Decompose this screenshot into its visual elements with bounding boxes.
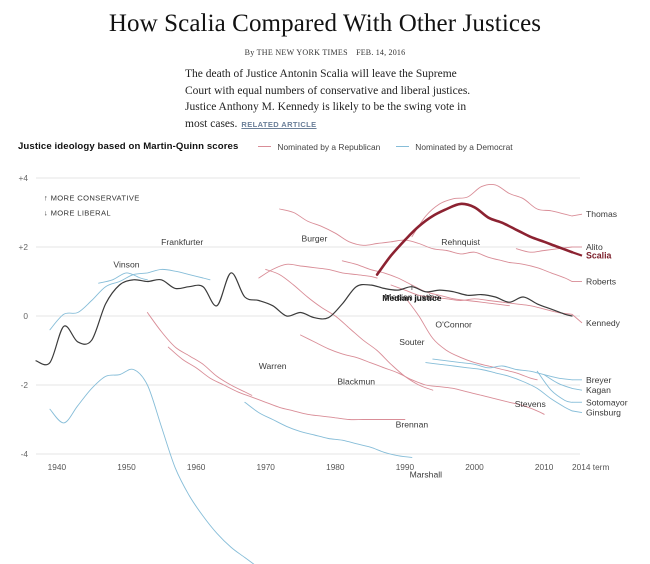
legend-swatch-republican <box>258 145 272 148</box>
series-line-warren <box>146 312 253 396</box>
series-line-kagan <box>543 374 573 389</box>
y-axis-tick-label: +2 <box>19 242 29 252</box>
page-title: How Scalia Compared With Other Justices <box>108 10 542 37</box>
series-label-kennedy: Kennedy <box>586 318 621 328</box>
series-label-scalia: Scalia <box>586 251 612 261</box>
byline-date: FEB. 14, 2016 <box>356 48 406 57</box>
chart-title: Justice ideology based on Martin-Quinn s… <box>18 141 239 152</box>
legend-item-republican: Nominated by a Republican <box>258 142 380 152</box>
series-line-brennan <box>167 346 406 421</box>
more-liberal-note: ↓ MORE LIBERAL <box>44 208 111 217</box>
deck-text: The death of Justice Antonin Scalia will… <box>185 68 471 130</box>
series-line-ginsburg <box>425 362 573 412</box>
x-axis-tick-label: 1980 <box>326 462 345 472</box>
series-line-sotomayor <box>536 370 573 403</box>
byline-author: THE NEW YORK TIMES <box>256 48 348 57</box>
series-label-roberts: Roberts <box>586 277 616 287</box>
y-axis-tick-label: -2 <box>21 380 29 390</box>
series-label-warren: Warren <box>259 361 287 371</box>
series-line-breyer <box>432 358 573 381</box>
x-axis-tick-label: 2000 <box>465 462 484 472</box>
series-line-thomas <box>411 183 573 238</box>
byline-prefix: By <box>244 48 255 57</box>
series-label-souter: Souter <box>399 337 424 347</box>
x-axis-tick-label: 1960 <box>187 462 206 472</box>
x-axis-tick-label: 1970 <box>256 462 275 472</box>
series-label-alito: Alito <box>586 242 603 252</box>
series-label-frankfurter: Frankfurter <box>161 237 203 247</box>
series-label-breyer: Breyer <box>586 375 611 385</box>
legend-item-democrat: Nominated by a Democrat <box>396 141 513 152</box>
y-axis-tick-label: 0 <box>23 311 28 321</box>
more-conservative-note: ↑ MORE CONSERVATIVE <box>44 193 140 202</box>
series-line-kennedy <box>390 284 573 315</box>
series-line-rehnquist <box>279 208 510 263</box>
series-line-medianjustice <box>35 272 573 366</box>
y-axis-tick-label: +4 <box>19 173 29 183</box>
label-leader-kagan <box>571 388 583 391</box>
series-label-o'connor: O'Connor <box>435 320 472 330</box>
series-label-vinson: Vinson <box>113 259 139 269</box>
series-line-burger <box>258 263 378 279</box>
legend-label-democrat: Nominated by a Democrat <box>415 141 513 152</box>
series-line-marshall <box>244 401 413 458</box>
series-line-douglas <box>49 368 255 564</box>
chart-legend: Nominated by a Republican Nominated by a… <box>258 142 528 152</box>
series-label-thomas: Thomas <box>586 209 617 219</box>
x-axis-tick-label: 1940 <box>48 462 67 472</box>
median-justice-label: Median justice <box>382 293 441 303</box>
x-axis-tick-label: 2014 term <box>572 462 609 472</box>
series-label-stevens: Stevens <box>515 399 546 409</box>
series-label-ginsburg: Ginsburg <box>586 408 621 418</box>
ideology-chart: +4 +2 0 -2 -4 1940 1950 1960 1970 1980 1990 2000 201… <box>0 160 650 564</box>
label-leader-scalia <box>571 251 583 257</box>
x-axis-tick-label: 1990 <box>396 462 415 472</box>
series-label-rehnquist: Rehnquist <box>441 237 480 247</box>
legend-label-republican: Nominated by a Republican <box>277 141 381 152</box>
series-label-medianjustice: Median justice <box>384 292 439 302</box>
series-label-sotomayor: Sotomayor <box>586 397 628 407</box>
chart-header: Justice ideology based on Martin-Quinn s… <box>18 141 638 152</box>
x-axis-tick-label: 1950 <box>117 462 136 472</box>
series-label-blackmun: Blackmun <box>337 377 375 387</box>
series-line-stevens <box>300 334 545 415</box>
article-deck: The death of Justice Antonin Scalia will… <box>177 66 473 133</box>
byline: By THE NEW YORK TIMES FEB. 14, 2016 <box>0 48 650 57</box>
chart-svg: +4 +2 0 -2 -4 1940 1950 1960 1970 1980 1990 2000 201… <box>19 173 628 564</box>
series-label-burger: Burger <box>302 233 328 243</box>
series-line-roberts <box>508 262 573 282</box>
series-line-vinson <box>98 272 148 284</box>
legend-swatch-democrat <box>396 145 410 148</box>
y-axis-tick-label: -4 <box>21 449 29 459</box>
series-line-scalia <box>375 202 574 276</box>
related-article-link[interactable]: RELATED ARTICLE <box>241 119 317 129</box>
series-line-souter <box>404 296 538 381</box>
label-leader-thomas <box>571 213 583 217</box>
series-label-brennan: Brennan <box>396 420 429 430</box>
series-label-marshall: Marshall <box>410 470 443 480</box>
label-leader-kennedy <box>571 313 583 324</box>
x-axis-tick-label: 2010 <box>535 462 554 472</box>
series-line-frankfurter <box>49 268 211 331</box>
label-leader-ginsburg <box>571 410 583 414</box>
series-label-kagan: Kagan <box>586 385 611 395</box>
